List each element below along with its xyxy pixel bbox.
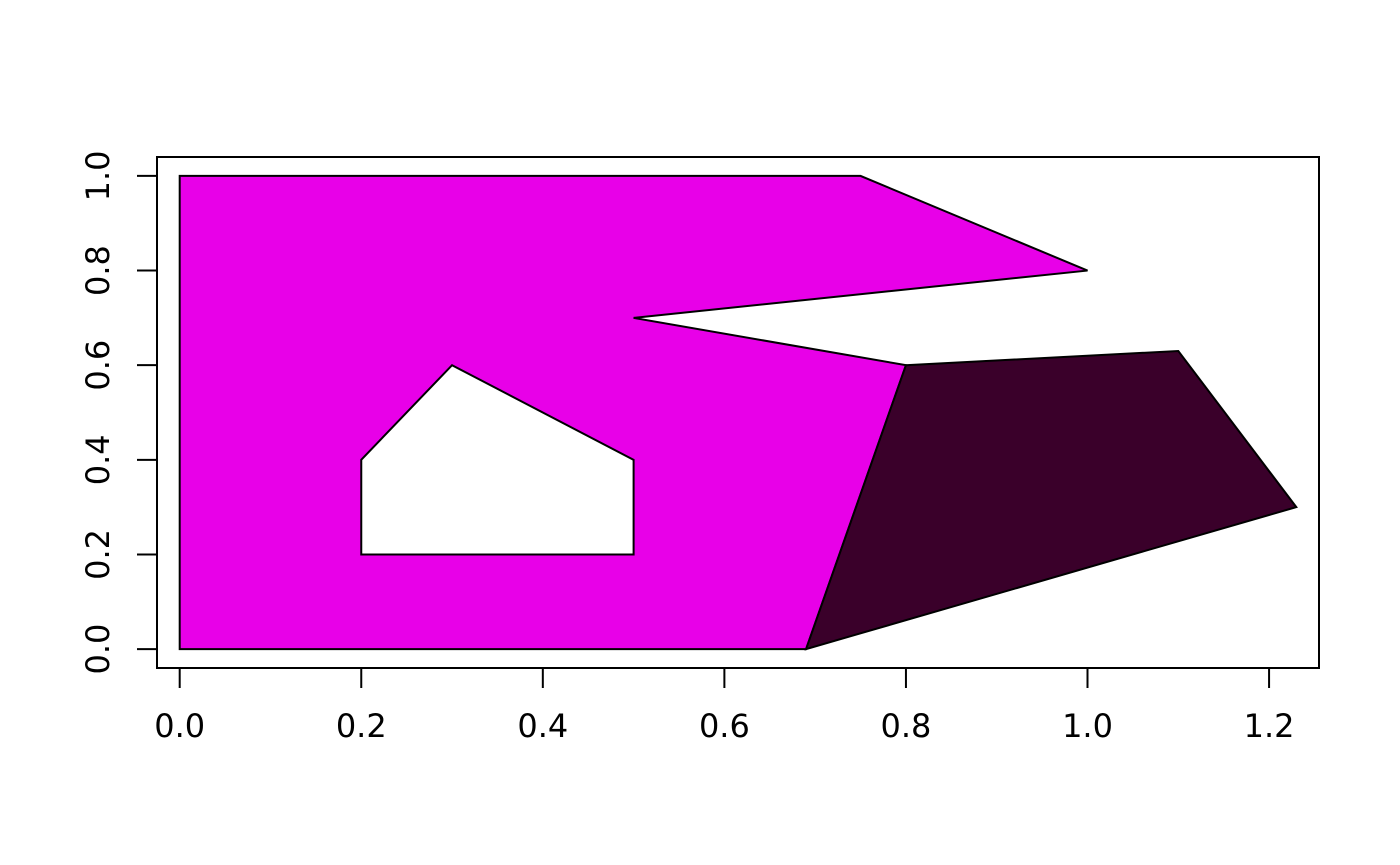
y-tick-label: 0.8: [79, 245, 117, 296]
x-axis: 0.0 0.2 0.4 0.6 0.8 1.0 1.2: [154, 667, 1295, 745]
polygon-2: [804, 349, 1298, 651]
y-tick-label: 0.2: [79, 529, 117, 580]
x-tick-label: 0.8: [881, 707, 932, 745]
x-tick-label: 0.0: [154, 707, 205, 745]
x-tick-label: 0.2: [336, 707, 387, 745]
x-tick-label: 0.6: [699, 707, 750, 745]
y-tick-label: 0.6: [79, 340, 117, 391]
polygons-layer: [178, 174, 1298, 651]
y-tick-label: 0.4: [79, 434, 117, 485]
y-axis: 0.0 0.2 0.4 0.6 0.8 1.0: [79, 150, 158, 675]
y-tick-label: 0.0: [79, 624, 117, 675]
x-tick-label: 1.0: [1062, 707, 1113, 745]
x-tick-label: 0.4: [517, 707, 568, 745]
y-tick-label: 1.0: [79, 150, 117, 201]
x-tick-label: 1.2: [1244, 707, 1295, 745]
